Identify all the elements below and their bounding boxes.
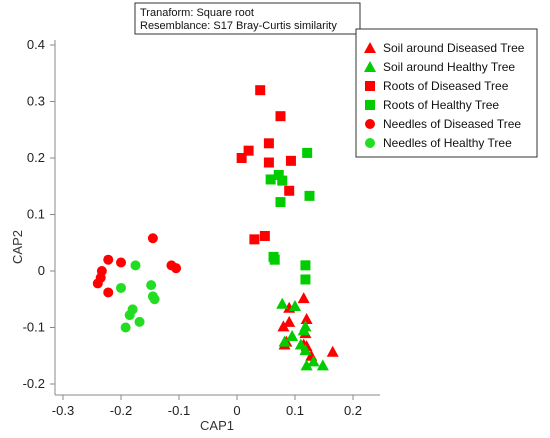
- x-tick-label: 0.2: [344, 403, 362, 418]
- x-axis-title: CAP1: [200, 418, 234, 433]
- y-axis-title: CAP2: [10, 230, 25, 264]
- legend-marker: [364, 61, 376, 72]
- data-point: [289, 300, 301, 312]
- legend-label: Needles of Healthy Tree: [383, 136, 512, 150]
- y-tick-label: 0.4: [27, 37, 45, 52]
- data-point: [277, 320, 290, 332]
- data-point: [276, 297, 289, 309]
- data-point: [171, 263, 182, 274]
- y-tick-label: 0.1: [27, 207, 45, 222]
- data-point: [263, 157, 274, 168]
- data-point: [130, 260, 141, 271]
- y-tick-label: -0.1: [23, 320, 45, 335]
- data-point: [300, 359, 313, 371]
- legend-label: Roots of Healthy Tree: [383, 98, 499, 112]
- x-tick-label: -0.3: [52, 403, 74, 418]
- data-point: [103, 254, 114, 265]
- transform-note-border: [134, 2, 361, 35]
- legend-border: [355, 28, 538, 158]
- data-point: [299, 344, 312, 356]
- data-point: [286, 329, 299, 341]
- data-point: [278, 335, 291, 347]
- data-point: [263, 138, 274, 149]
- transform-note-line-2: Resemblance: S17 Bray-Curtis similarity: [140, 20, 337, 32]
- x-tick-label: -0.2: [110, 403, 132, 418]
- legend-marker: [365, 100, 375, 110]
- data-point: [283, 315, 296, 327]
- y-tick-label: 0: [38, 263, 45, 278]
- data-point: [304, 190, 315, 201]
- data-point: [146, 280, 157, 291]
- data-point: [243, 145, 254, 156]
- data-point: [259, 230, 270, 241]
- data-points: [92, 85, 339, 371]
- data-point: [285, 155, 296, 166]
- legend-label: Soil around Diseased Tree: [383, 41, 525, 55]
- data-point: [273, 169, 284, 180]
- data-point: [326, 345, 339, 357]
- legend: Soil around Diseased Tree Soil around Hea…: [355, 28, 538, 158]
- x-tick-label: 0: [233, 403, 240, 418]
- data-point: [294, 338, 307, 350]
- x-tick-label: -0.1: [168, 403, 190, 418]
- data-point: [284, 185, 295, 196]
- data-point: [236, 153, 247, 163]
- data-point: [307, 355, 320, 367]
- data-point: [269, 254, 280, 265]
- data-point: [300, 313, 313, 325]
- data-point: [134, 316, 145, 327]
- transform-note-line-1: Tranaform: Square root: [140, 7, 254, 19]
- data-point: [120, 322, 131, 333]
- y-tick-label: -0.2: [23, 376, 45, 391]
- data-point: [255, 85, 266, 96]
- data-point: [297, 292, 310, 304]
- axes: [54, 40, 380, 396]
- data-point: [316, 359, 329, 371]
- legend-marker: [365, 81, 375, 91]
- legend-label: Needles of Diseased Tree: [383, 117, 521, 131]
- transform-note: Tranaform: Square root Resemblance: S17 …: [134, 2, 361, 35]
- legend-marker: [365, 119, 375, 129]
- data-point: [92, 278, 103, 289]
- data-point: [275, 197, 286, 208]
- data-point: [103, 287, 114, 298]
- data-point: [249, 234, 260, 245]
- legend-label: Roots of Diseased Tree: [383, 79, 509, 93]
- data-point: [300, 274, 311, 285]
- data-point: [116, 257, 126, 268]
- data-point: [147, 233, 158, 244]
- y-tick-label: 0.3: [27, 94, 45, 109]
- data-point: [297, 324, 310, 336]
- legend-marker: [364, 42, 376, 53]
- data-point: [149, 294, 160, 305]
- data-point: [265, 174, 276, 185]
- data-point: [302, 147, 313, 158]
- ticks: -0.3 -0.2 -0.1 0 0.1 0.2 -0.2 -0.1 0 0.1 0.2 0.3 0.4: [23, 37, 362, 418]
- data-point: [277, 175, 288, 186]
- x-tick-label: 0.1: [286, 403, 304, 418]
- data-point: [300, 260, 311, 271]
- data-point: [124, 310, 135, 321]
- y-tick-label: 0.2: [27, 150, 45, 165]
- data-point: [116, 282, 126, 293]
- legend-marker: [365, 138, 375, 148]
- legend-label: Soil around Healthy Tree: [383, 60, 515, 74]
- data-point: [275, 111, 286, 122]
